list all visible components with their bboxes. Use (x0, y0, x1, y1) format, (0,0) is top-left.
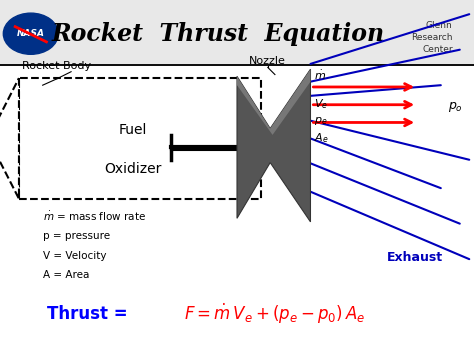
Text: Oxidizer: Oxidizer (104, 162, 162, 176)
Text: $\dot{m}$ = mass flow rate: $\dot{m}$ = mass flow rate (43, 210, 146, 223)
Text: Fuel: Fuel (118, 122, 147, 137)
Text: $F = \dot{m}\,V_e + (p_e - p_0)\,A_e$: $F = \dot{m}\,V_e + (p_e - p_0)\,A_e$ (184, 302, 365, 326)
Text: V = Velocity: V = Velocity (43, 251, 106, 261)
Bar (0, 0, 474, 64)
Polygon shape (237, 69, 310, 135)
Text: $p_o$: $p_o$ (447, 99, 463, 114)
Bar (19, 78, 261, 199)
Text: Nozzle: Nozzle (249, 56, 286, 66)
Text: Rocket Body: Rocket Body (22, 61, 91, 71)
Text: Exhaust: Exhaust (387, 251, 443, 264)
Text: $p_e$: $p_e$ (314, 115, 328, 127)
Text: $V_e$: $V_e$ (314, 97, 328, 110)
Text: Rocket  Thrust  Equation: Rocket Thrust Equation (52, 22, 384, 46)
Text: $A_e$: $A_e$ (314, 132, 329, 145)
Bar (0, 66, 474, 355)
Text: Glenn
Research
Center: Glenn Research Center (411, 21, 453, 54)
Polygon shape (237, 69, 310, 222)
Polygon shape (0, 78, 19, 199)
Text: Thrust =: Thrust = (47, 305, 133, 323)
Text: A = Area: A = Area (43, 270, 89, 280)
Text: $\dot{m}$: $\dot{m}$ (314, 69, 326, 82)
Text: NASA: NASA (17, 29, 45, 38)
Text: p = pressure: p = pressure (43, 231, 110, 241)
Circle shape (3, 13, 58, 54)
Bar (0, 64, 474, 66)
